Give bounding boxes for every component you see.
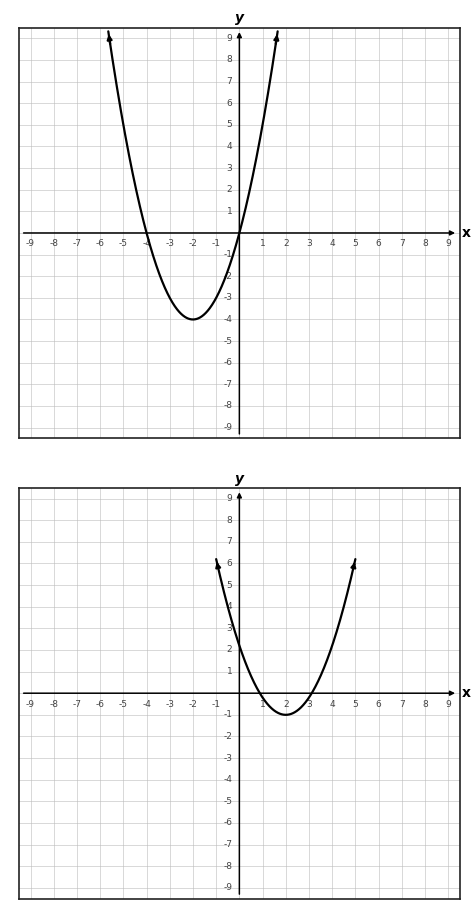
- Text: 7: 7: [399, 700, 405, 709]
- Text: 3: 3: [227, 624, 232, 633]
- Text: 7: 7: [227, 77, 232, 86]
- Text: -9: -9: [26, 700, 35, 709]
- Text: 9: 9: [227, 34, 232, 43]
- Text: -8: -8: [49, 239, 58, 249]
- Text: -2: -2: [224, 271, 232, 281]
- Text: -4: -4: [224, 775, 232, 784]
- Text: -5: -5: [119, 700, 128, 709]
- Text: -3: -3: [165, 700, 174, 709]
- Text: 6: 6: [376, 239, 382, 249]
- Text: -8: -8: [223, 862, 232, 871]
- Text: 6: 6: [376, 700, 382, 709]
- Text: 8: 8: [422, 700, 428, 709]
- Text: -1: -1: [212, 239, 221, 249]
- Text: -7: -7: [223, 380, 232, 389]
- Text: -3: -3: [223, 293, 232, 303]
- Text: 3: 3: [306, 700, 312, 709]
- Text: -1: -1: [223, 711, 232, 719]
- Text: -6: -6: [96, 700, 105, 709]
- Text: 2: 2: [227, 646, 232, 655]
- Text: 7: 7: [399, 239, 405, 249]
- Text: 4: 4: [227, 602, 232, 612]
- Text: -7: -7: [73, 700, 82, 709]
- Text: -4: -4: [142, 239, 151, 249]
- Text: 8: 8: [227, 55, 232, 64]
- Text: -2: -2: [224, 732, 232, 741]
- Text: 4: 4: [227, 142, 232, 151]
- Text: 1: 1: [260, 239, 265, 249]
- Text: -2: -2: [189, 239, 197, 249]
- Text: -6: -6: [96, 239, 105, 249]
- Text: 5: 5: [227, 580, 232, 590]
- Text: x: x: [462, 686, 471, 701]
- Text: 8: 8: [422, 239, 428, 249]
- Text: -8: -8: [223, 402, 232, 411]
- Text: 4: 4: [329, 700, 335, 709]
- Text: -9: -9: [223, 423, 232, 432]
- Text: y: y: [235, 11, 244, 26]
- Text: -6: -6: [223, 819, 232, 827]
- Text: 5: 5: [227, 120, 232, 129]
- Text: 3: 3: [227, 163, 232, 172]
- Text: 3: 3: [306, 239, 312, 249]
- Text: 8: 8: [227, 515, 232, 525]
- Text: -6: -6: [223, 359, 232, 367]
- Text: 4: 4: [329, 239, 335, 249]
- Text: -3: -3: [165, 239, 174, 249]
- Text: 5: 5: [353, 239, 358, 249]
- Text: 1: 1: [227, 667, 232, 676]
- Text: 9: 9: [445, 239, 451, 249]
- Text: -5: -5: [223, 337, 232, 346]
- Text: x: x: [462, 226, 471, 240]
- Text: 2: 2: [283, 239, 289, 249]
- Text: -4: -4: [224, 315, 232, 324]
- Text: 6: 6: [227, 559, 232, 568]
- Text: -3: -3: [223, 754, 232, 763]
- Text: -5: -5: [223, 797, 232, 806]
- Text: 2: 2: [283, 700, 289, 709]
- Text: 2: 2: [227, 185, 232, 194]
- Text: -8: -8: [49, 700, 58, 709]
- Text: -2: -2: [189, 700, 197, 709]
- Text: -9: -9: [223, 883, 232, 892]
- Text: 9: 9: [227, 494, 232, 503]
- Text: 6: 6: [227, 99, 232, 107]
- Text: y: y: [235, 471, 244, 486]
- Text: -4: -4: [142, 700, 151, 709]
- Text: -7: -7: [223, 840, 232, 849]
- Text: -1: -1: [212, 700, 221, 709]
- Text: 7: 7: [227, 537, 232, 547]
- Text: 1: 1: [260, 700, 265, 709]
- Text: 1: 1: [227, 207, 232, 215]
- Text: -5: -5: [119, 239, 128, 249]
- Text: -7: -7: [73, 239, 82, 249]
- Text: -1: -1: [223, 250, 232, 260]
- Text: 9: 9: [445, 700, 451, 709]
- Text: 5: 5: [353, 700, 358, 709]
- Text: -9: -9: [26, 239, 35, 249]
